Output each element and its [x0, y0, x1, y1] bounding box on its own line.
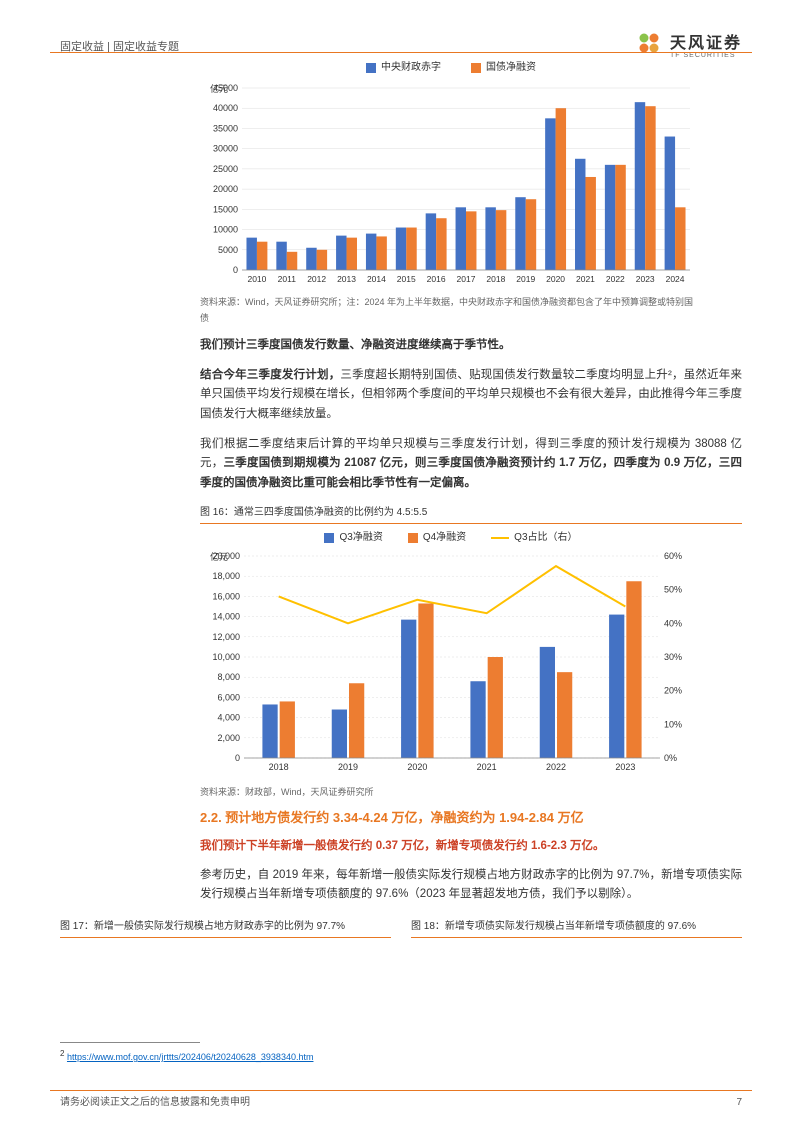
legend-label: Q4净融资 [423, 530, 466, 546]
fig16-title: 图 16：通常三四季度国债净融资的比例约为 4.5:5.5 [200, 505, 742, 524]
svg-text:15000: 15000 [213, 204, 238, 214]
svg-text:2020: 2020 [546, 274, 565, 284]
svg-text:2024: 2024 [666, 274, 685, 284]
legend-item: Q3占比（右） [491, 530, 577, 546]
svg-text:2023: 2023 [615, 762, 635, 772]
footer-disclaimer: 请务必阅读正文之后的信息披露和免责申明 [60, 1095, 250, 1111]
red-forecast: 我们预计下半年新增一般债发行约 0.37 万亿，新增专项债发行约 1.6-2.3… [200, 837, 742, 855]
svg-text:2013: 2013 [337, 274, 356, 284]
svg-text:50%: 50% [664, 585, 682, 595]
legend-item: 国债净融资 [471, 60, 536, 76]
svg-text:2018: 2018 [486, 274, 505, 284]
svg-text:60%: 60% [664, 551, 682, 561]
chart2-source: 资料来源：财政部，Wind，天风证券研究所 [200, 784, 702, 800]
svg-text:40%: 40% [664, 619, 682, 629]
footnote-separator [60, 1042, 200, 1043]
svg-text:0%: 0% [664, 753, 677, 763]
legend-swatch-orange [471, 63, 481, 73]
svg-text:35000: 35000 [213, 123, 238, 133]
svg-text:2012: 2012 [307, 274, 326, 284]
legend-swatch-blue [324, 533, 334, 543]
para2-prefix: 结合今年三季度发行计划， [200, 369, 340, 381]
legend-swatch-blue [366, 63, 376, 73]
svg-text:2019: 2019 [338, 762, 358, 772]
svg-text:2022: 2022 [546, 762, 566, 772]
legend-item: Q4净融资 [408, 530, 466, 546]
legend-line-yellow [491, 537, 509, 539]
svg-text:2010: 2010 [247, 274, 266, 284]
chart2-svg: 亿元02,0004,0006,0008,00010,00012,00014,00… [200, 548, 700, 778]
svg-text:2016: 2016 [427, 274, 446, 284]
svg-text:2014: 2014 [367, 274, 386, 284]
svg-text:0: 0 [233, 265, 238, 275]
legend-label: 中央财政赤字 [381, 60, 441, 76]
fig18-title: 图 18：新增专项债实际发行规模占当年新增专项债额度的 97.6% [411, 919, 742, 938]
legend-label: 国债净融资 [486, 60, 536, 76]
footnote-2: 2 https://www.mof.gov.cn/jrttts/202406/t… [60, 1048, 313, 1064]
svg-text:20,000: 20,000 [212, 551, 240, 561]
logo-cn-text: 天风证券 [670, 36, 742, 52]
svg-text:10%: 10% [664, 720, 682, 730]
svg-text:10000: 10000 [213, 225, 238, 235]
para-forecast-q3: 我们预计三季度国债发行数量、净融资进度继续高于季节性。 [200, 336, 742, 356]
svg-text:45000: 45000 [213, 83, 238, 93]
chart-q3q4-netfin: Q3净融资 Q4净融资 Q3占比（右） 亿元02,0004,0006,0008,… [200, 530, 702, 780]
svg-text:0: 0 [235, 753, 240, 763]
svg-text:8,000: 8,000 [217, 672, 240, 682]
chart-deficit-netfin: 中央财政赤字 国债净融资 亿元0500010000150002000025000… [200, 60, 702, 290]
svg-text:2021: 2021 [477, 762, 497, 772]
svg-text:25000: 25000 [213, 164, 238, 174]
svg-text:5000: 5000 [218, 245, 238, 255]
chart1-svg: 亿元05000100001500020000250003000035000400… [200, 80, 700, 290]
svg-text:2022: 2022 [606, 274, 625, 284]
fig17-title: 图 17：新增一般债实际发行规模占地方财政赤字的比例为 97.7% [60, 919, 391, 938]
para-calc: 我们根据二季度结束后计算的平均单只规模与三季度发行计划，得到三季度的预计发行规模… [200, 435, 742, 494]
page-number: 7 [736, 1095, 742, 1111]
legend-label: Q3占比（右） [514, 530, 577, 546]
footnote-link[interactable]: https://www.mof.gov.cn/jrttts/202406/t20… [67, 1052, 314, 1062]
para3-b: 三季度国债到期规模为 21087 亿元，则三季度国债净融资预计约 1.7 万亿，… [200, 457, 742, 489]
svg-text:18,000: 18,000 [212, 571, 240, 581]
svg-text:2015: 2015 [397, 274, 416, 284]
chart1-source: 资料来源：Wind，天风证券研究所；注：2024 年为上半年数据，中央财政赤字和… [200, 294, 702, 326]
svg-text:2021: 2021 [576, 274, 595, 284]
svg-text:20%: 20% [664, 686, 682, 696]
svg-text:2011: 2011 [278, 274, 297, 284]
svg-text:30000: 30000 [213, 144, 238, 154]
svg-text:4,000: 4,000 [217, 713, 240, 723]
svg-text:2017: 2017 [457, 274, 476, 284]
legend-item: 中央财政赤字 [366, 60, 441, 76]
svg-text:2020: 2020 [407, 762, 427, 772]
legend-item: Q3净融资 [324, 530, 382, 546]
header-breadcrumb: 固定收益 | 固定收益专题 [60, 39, 179, 57]
svg-text:16,000: 16,000 [212, 592, 240, 602]
svg-text:20000: 20000 [213, 184, 238, 194]
svg-text:6,000: 6,000 [217, 693, 240, 703]
svg-text:2019: 2019 [516, 274, 535, 284]
svg-text:10,000: 10,000 [212, 652, 240, 662]
svg-text:40000: 40000 [213, 103, 238, 113]
para-plan: 结合今年三季度发行计划，三季度超长期特别国债、贴现国债发行数量较二季度均明显上升… [200, 366, 742, 425]
svg-text:12,000: 12,000 [212, 632, 240, 642]
svg-text:2018: 2018 [269, 762, 289, 772]
svg-text:2,000: 2,000 [217, 733, 240, 743]
svg-text:14,000: 14,000 [212, 612, 240, 622]
legend-swatch-orange [408, 533, 418, 543]
svg-text:30%: 30% [664, 652, 682, 662]
footnote-num: 2 [60, 1049, 64, 1058]
legend-label: Q3净融资 [339, 530, 382, 546]
svg-text:2023: 2023 [636, 274, 655, 284]
para-history: 参考历史，自 2019 年来，每年新增一般债实际发行规模占地方财政赤字的比例为 … [200, 866, 742, 905]
section-2-2-title: 2.2. 预计地方债发行约 3.34-4.24 万亿，净融资约为 1.94-2.… [200, 808, 742, 829]
